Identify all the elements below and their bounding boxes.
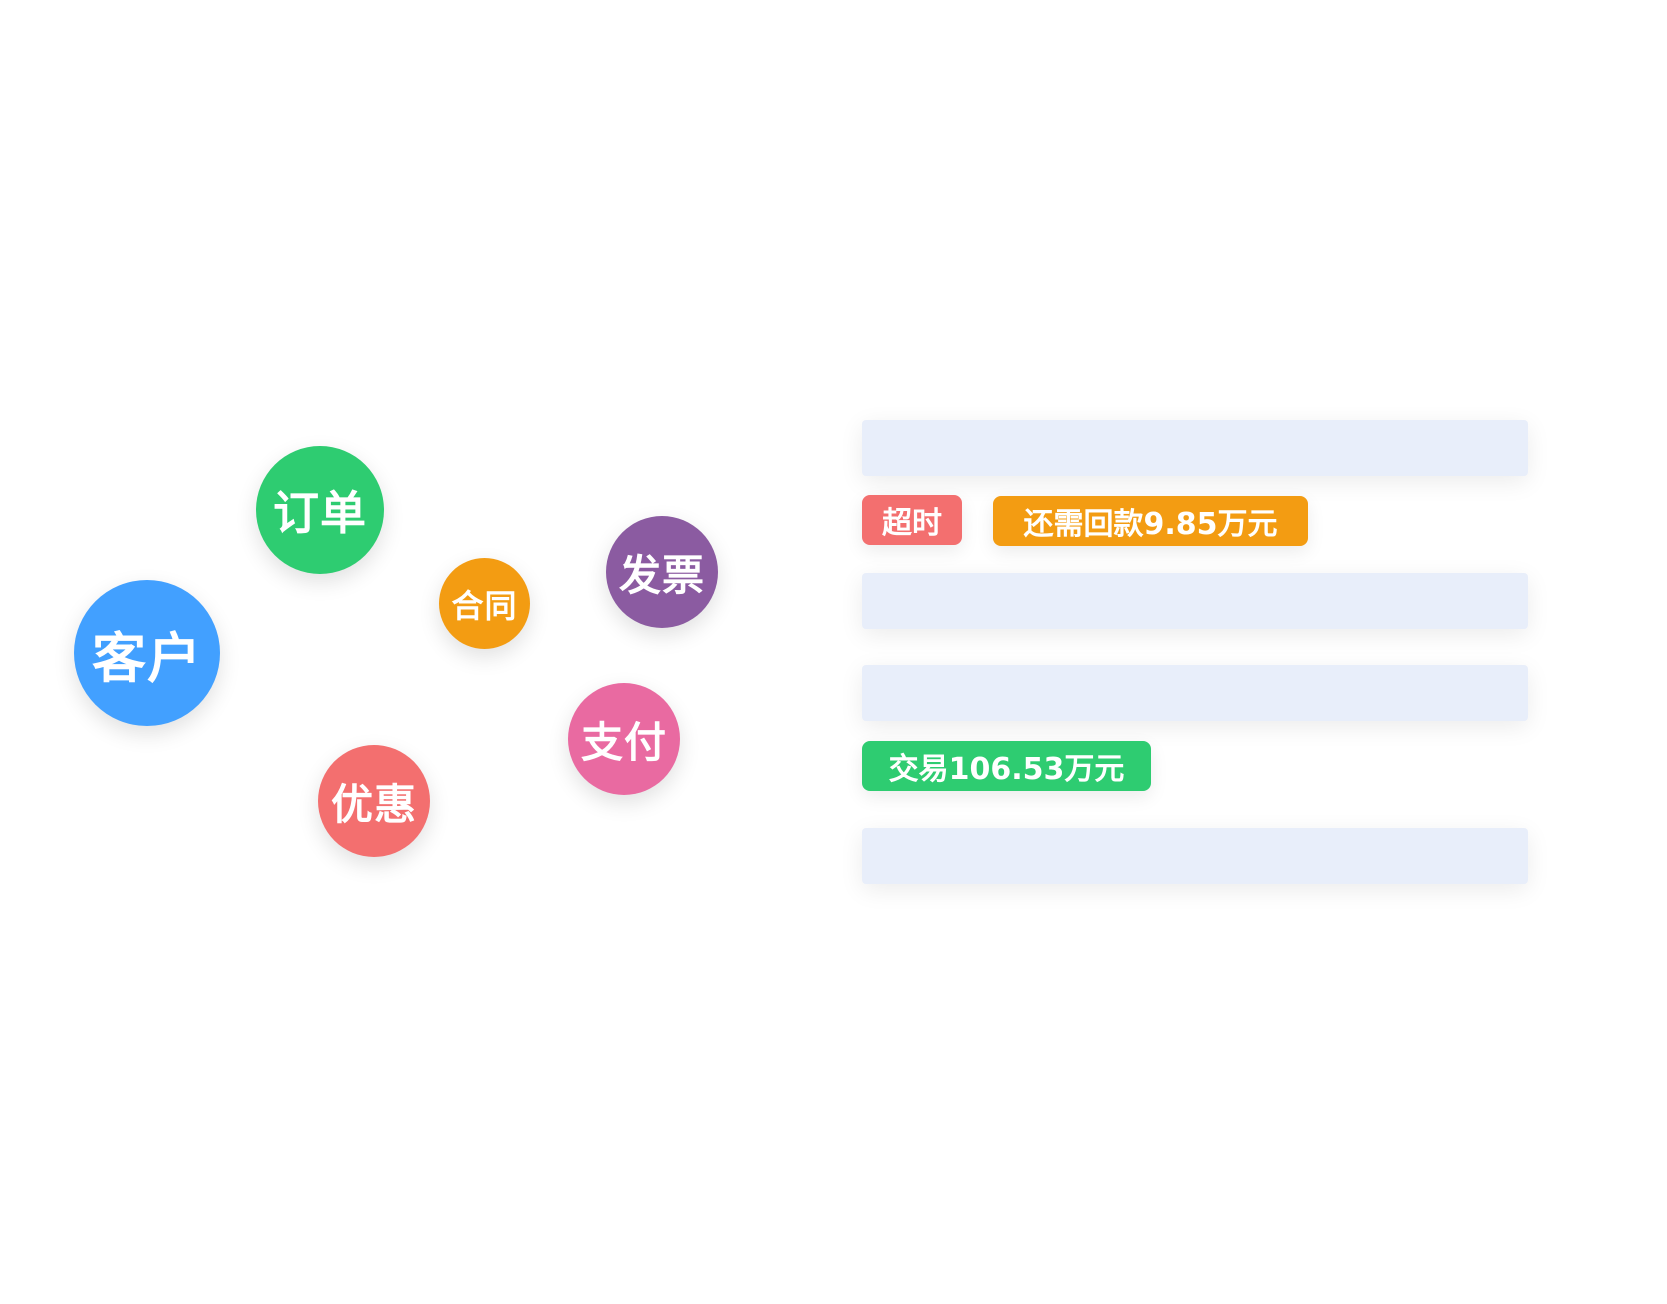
- bubble-order[interactable]: 订单: [256, 446, 384, 574]
- bubble-payment[interactable]: 支付: [568, 683, 680, 795]
- bubble-contract[interactable]: 合同: [439, 558, 530, 649]
- transaction-badge: 交易106.53万元: [862, 741, 1151, 791]
- timeout-badge: 超时: [862, 495, 962, 545]
- bubble-invoice[interactable]: 发票: [606, 516, 718, 628]
- placeholder-bar-4: [862, 828, 1528, 884]
- remaining-payment-badge: 还需回款9.85万元: [993, 496, 1308, 546]
- placeholder-bar-2: [862, 573, 1528, 629]
- bubble-discount[interactable]: 优惠: [318, 745, 430, 857]
- placeholder-bar-1: [862, 420, 1528, 476]
- placeholder-bar-3: [862, 665, 1528, 721]
- bubble-customer[interactable]: 客户: [74, 580, 220, 726]
